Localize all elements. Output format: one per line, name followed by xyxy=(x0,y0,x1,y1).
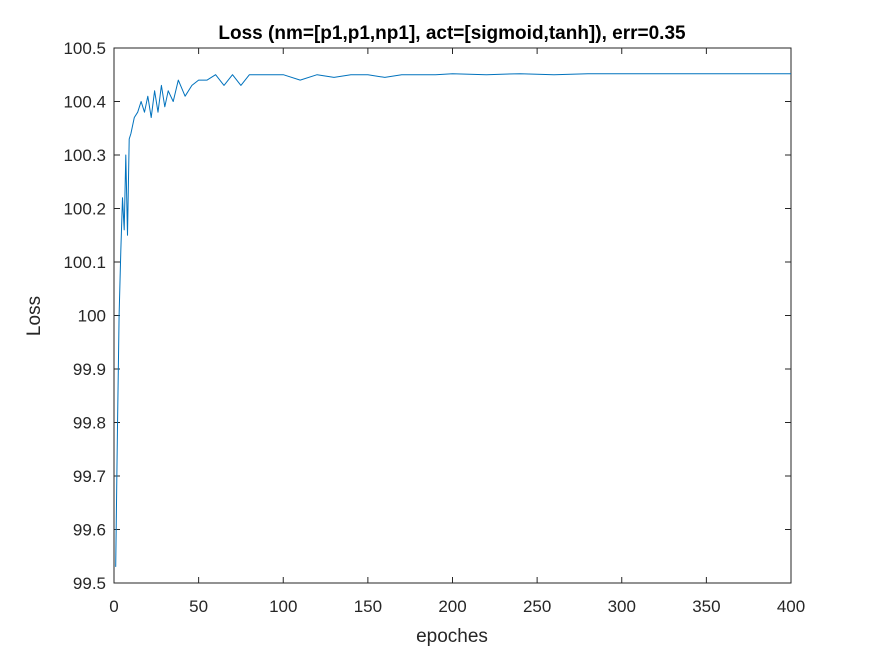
x-tick-label: 250 xyxy=(523,597,551,616)
x-tick-label: 350 xyxy=(692,597,720,616)
y-tick-label: 99.9 xyxy=(73,360,106,379)
x-tick-label: 100 xyxy=(269,597,297,616)
y-tick-label: 100 xyxy=(78,307,106,326)
loss-series-line xyxy=(115,73,791,567)
chart-title: Loss (nm=[p1,p1,np1], act=[sigmoid,tanh]… xyxy=(218,23,686,44)
x-tick-label: 300 xyxy=(608,597,636,616)
y-tick-label: 100.3 xyxy=(63,146,106,165)
y-axis-label: Loss xyxy=(24,296,45,336)
x-tick-label: 0 xyxy=(109,597,118,616)
y-axis-ticks: 99.5 99.6 99.7 99.8 99.9 100 100.1 100.2 100.3 10… xyxy=(63,39,791,593)
y-tick-label: 99.7 xyxy=(73,467,106,486)
plot-area xyxy=(113,47,792,584)
y-tick-label: 100.2 xyxy=(63,200,106,219)
x-tick-label: 200 xyxy=(438,597,466,616)
x-tick-label: 150 xyxy=(354,597,382,616)
y-tick-label: 100.1 xyxy=(63,253,106,272)
x-tick-label: 400 xyxy=(777,597,805,616)
y-tick-label: 100.5 xyxy=(63,39,106,58)
series-layer xyxy=(115,73,791,567)
x-tick-label: 50 xyxy=(189,597,208,616)
y-tick-label: 99.6 xyxy=(73,521,106,540)
x-axis-ticks: 0 50 100 150 200 250 300 350 400 xyxy=(109,48,805,616)
y-tick-label: 99.5 xyxy=(73,574,106,593)
x-axis-label: epoches xyxy=(416,626,488,647)
y-tick-label: 100.4 xyxy=(63,93,106,112)
y-tick-label: 99.8 xyxy=(73,414,106,433)
